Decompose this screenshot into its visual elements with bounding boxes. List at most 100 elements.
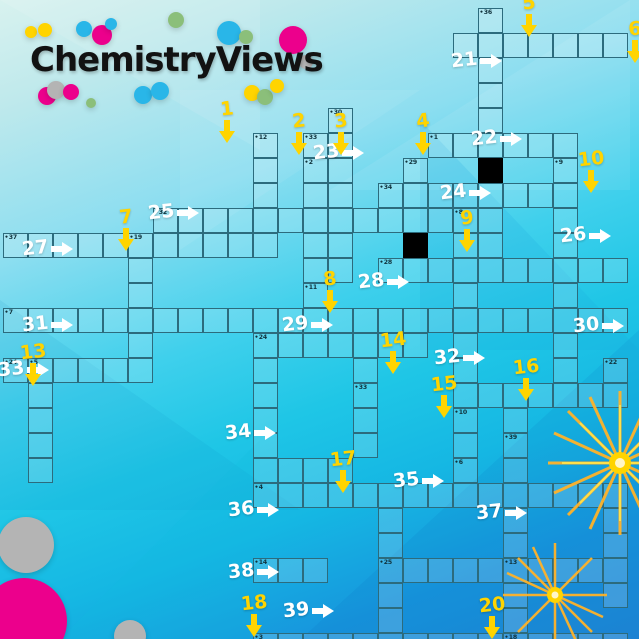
grid-cell[interactable]: 28: [377, 258, 403, 283]
grid-cell[interactable]: 22: [602, 358, 628, 383]
grid-cell[interactable]: [577, 308, 603, 333]
grid-cell[interactable]: [602, 508, 628, 533]
grid-cell[interactable]: [577, 633, 603, 639]
grid-cell[interactable]: [477, 258, 503, 283]
grid-cell[interactable]: [502, 308, 528, 333]
grid-cell[interactable]: [252, 458, 278, 483]
grid-cell[interactable]: [477, 83, 503, 108]
grid-cell[interactable]: [277, 308, 303, 333]
grid-cell[interactable]: [552, 333, 578, 358]
grid-cell[interactable]: [477, 33, 503, 58]
grid-cell[interactable]: 13: [502, 558, 528, 583]
grid-cell[interactable]: [602, 633, 628, 639]
grid-cell[interactable]: 33: [352, 383, 378, 408]
grid-cell[interactable]: [27, 458, 53, 483]
grid-cell[interactable]: [77, 358, 103, 383]
grid-cell[interactable]: [602, 33, 628, 58]
grid-cell[interactable]: [177, 308, 203, 333]
grid-cell[interactable]: [477, 558, 503, 583]
grid-cell[interactable]: [302, 558, 328, 583]
grid-cell[interactable]: [402, 208, 428, 233]
grid-cell[interactable]: [302, 183, 328, 208]
grid-cell[interactable]: [552, 283, 578, 308]
grid-cell[interactable]: [277, 333, 303, 358]
grid-cell[interactable]: [552, 558, 578, 583]
grid-cell[interactable]: [352, 358, 378, 383]
grid-cell[interactable]: [477, 108, 503, 133]
grid-cell[interactable]: [602, 383, 628, 408]
grid-cell[interactable]: 24: [2, 358, 28, 383]
grid-cell[interactable]: [327, 333, 353, 358]
grid-cell[interactable]: [552, 258, 578, 283]
grid-cell[interactable]: [352, 433, 378, 458]
grid-cell[interactable]: [527, 183, 553, 208]
grid-cell[interactable]: 19: [127, 233, 153, 258]
grid-cell[interactable]: [227, 208, 253, 233]
grid-cell[interactable]: 18: [502, 633, 528, 639]
grid-cell[interactable]: [402, 183, 428, 208]
grid-cell[interactable]: [27, 433, 53, 458]
grid-cell[interactable]: [327, 258, 353, 283]
grid-cell[interactable]: [252, 308, 278, 333]
grid-cell[interactable]: [452, 133, 478, 158]
grid-cell[interactable]: [377, 208, 403, 233]
grid-cell[interactable]: [302, 633, 328, 639]
grid-cell[interactable]: [402, 558, 428, 583]
grid-cell[interactable]: [602, 483, 628, 508]
grid-cell[interactable]: [527, 133, 553, 158]
grid-cell[interactable]: [602, 558, 628, 583]
grid-cell[interactable]: [602, 533, 628, 558]
grid-cell[interactable]: [452, 258, 478, 283]
grid-cell[interactable]: [502, 533, 528, 558]
grid-cell[interactable]: [577, 483, 603, 508]
grid-cell[interactable]: [402, 333, 428, 358]
grid-cell[interactable]: [452, 433, 478, 458]
grid-cell[interactable]: [552, 33, 578, 58]
grid-cell[interactable]: [377, 333, 403, 358]
grid-cell[interactable]: [552, 308, 578, 333]
grid-cell[interactable]: 2: [302, 158, 328, 183]
grid-cell[interactable]: [127, 333, 153, 358]
grid-cell[interactable]: [502, 33, 528, 58]
grid-cell[interactable]: [127, 308, 153, 333]
grid-cell[interactable]: [352, 308, 378, 333]
grid-cell[interactable]: [252, 183, 278, 208]
grid-cell[interactable]: [427, 308, 453, 333]
grid-cell[interactable]: [502, 583, 528, 608]
grid-cell[interactable]: [277, 483, 303, 508]
grid-cell[interactable]: [352, 208, 378, 233]
grid-cell[interactable]: 24: [252, 333, 278, 358]
grid-cell[interactable]: [352, 483, 378, 508]
grid-cell[interactable]: [77, 308, 103, 333]
grid-cell[interactable]: [327, 633, 353, 639]
grid-cell[interactable]: 1: [427, 133, 453, 158]
grid-cell[interactable]: [427, 258, 453, 283]
grid-cell[interactable]: [252, 208, 278, 233]
grid-cell[interactable]: [327, 183, 353, 208]
grid-cell[interactable]: [452, 633, 478, 639]
grid-cell[interactable]: [602, 583, 628, 608]
grid-cell[interactable]: [577, 558, 603, 583]
grid-cell[interactable]: [277, 208, 303, 233]
grid-cell[interactable]: [527, 483, 553, 508]
grid-cell[interactable]: [202, 208, 228, 233]
grid-cell[interactable]: [527, 633, 553, 639]
grid-cell[interactable]: [477, 208, 503, 233]
grid-cell[interactable]: [402, 483, 428, 508]
grid-cell[interactable]: [402, 633, 428, 639]
grid-cell[interactable]: [277, 633, 303, 639]
grid-cell[interactable]: 36: [477, 8, 503, 33]
grid-cell[interactable]: [502, 258, 528, 283]
grid-cell[interactable]: 10: [452, 408, 478, 433]
grid-cell[interactable]: [477, 133, 503, 158]
grid-cell[interactable]: [27, 408, 53, 433]
grid-cell[interactable]: [252, 158, 278, 183]
grid-cell[interactable]: [127, 258, 153, 283]
grid-cell[interactable]: [552, 358, 578, 383]
grid-cell[interactable]: [402, 308, 428, 333]
grid-cell[interactable]: [577, 258, 603, 283]
grid-cell[interactable]: [477, 383, 503, 408]
grid-cell[interactable]: [377, 483, 403, 508]
grid-cell[interactable]: [552, 383, 578, 408]
